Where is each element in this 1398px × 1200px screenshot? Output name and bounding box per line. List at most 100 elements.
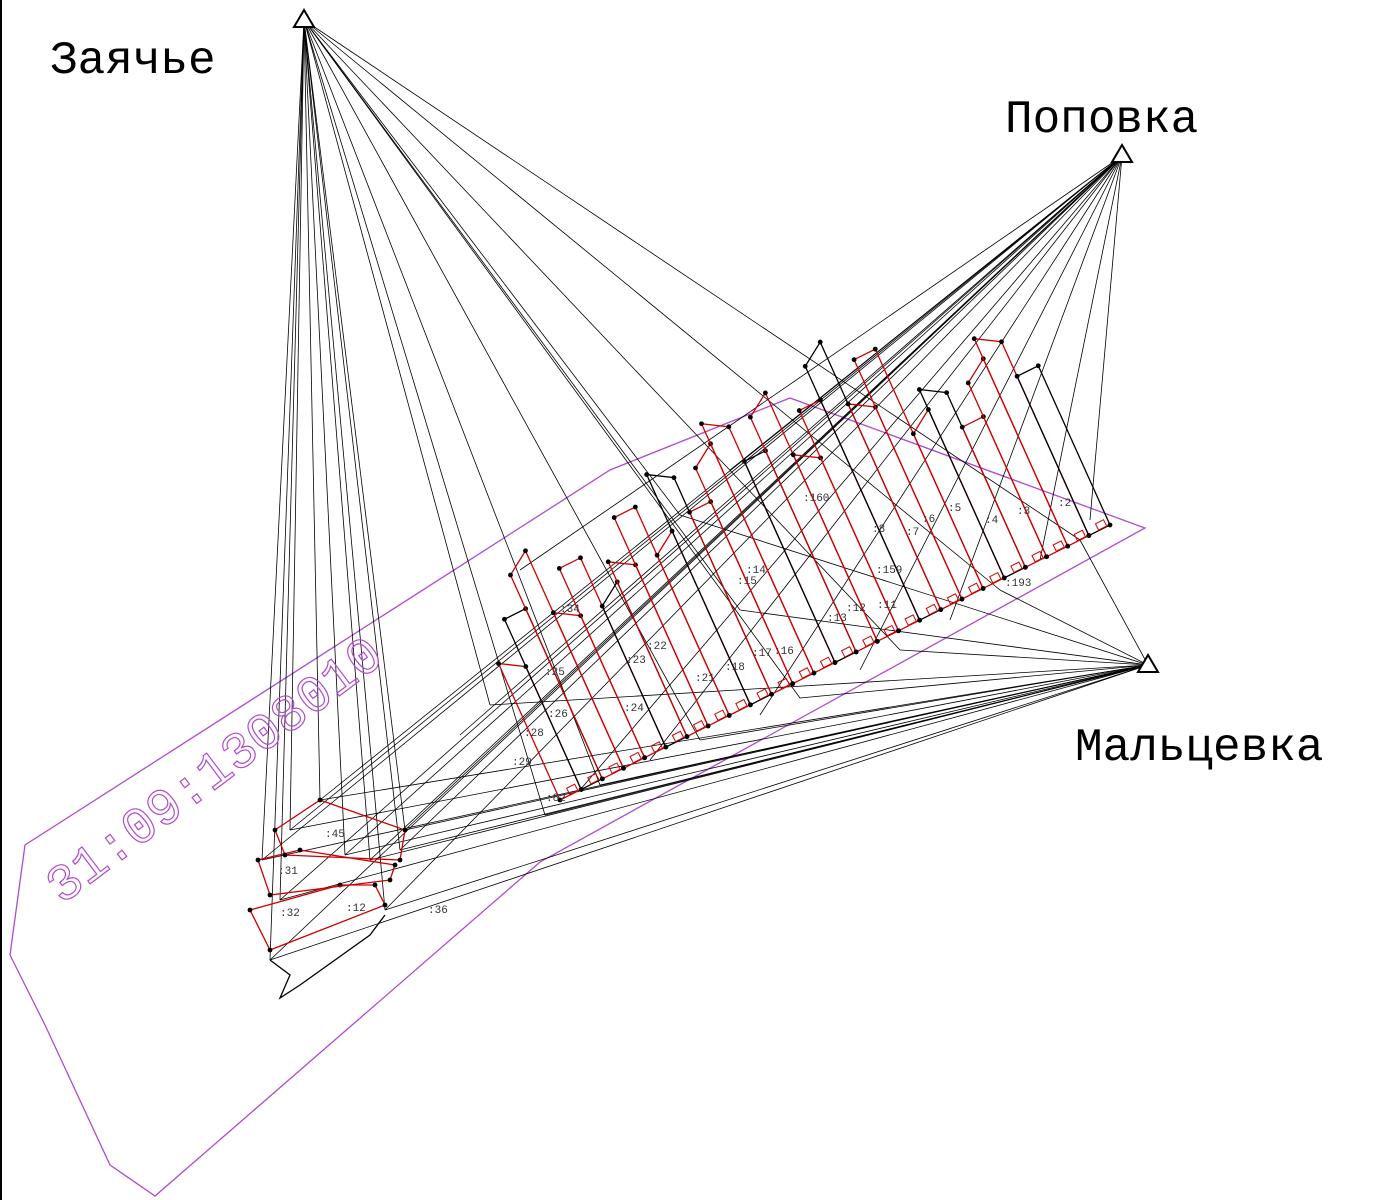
vertex xyxy=(523,548,528,553)
vertex xyxy=(508,573,513,578)
vertex xyxy=(403,828,408,833)
vertex xyxy=(600,604,605,609)
survey-map: Заячье Поповка Мальцевка 31:09:1308010 :… xyxy=(0,0,1398,1200)
vertex xyxy=(873,347,878,352)
vertex xyxy=(769,692,774,697)
vertex xyxy=(790,681,795,686)
parcel-label: :7 xyxy=(906,527,919,539)
vertex xyxy=(621,766,626,771)
vertex xyxy=(268,948,273,953)
vertex xyxy=(644,472,649,477)
parcel-label: :82 xyxy=(546,793,566,805)
station-label: Заячье xyxy=(50,35,216,87)
vertex xyxy=(685,734,690,739)
parcel-label: :11 xyxy=(877,600,897,612)
vertex xyxy=(1065,544,1070,549)
vertex xyxy=(791,452,796,457)
vertex xyxy=(1015,374,1020,379)
vertex xyxy=(606,559,611,564)
vertex xyxy=(388,878,393,883)
vertex xyxy=(875,639,880,644)
vertex xyxy=(1023,565,1028,570)
vertex xyxy=(852,357,857,362)
parcel-label: :32 xyxy=(280,908,300,920)
vertex xyxy=(551,610,556,615)
vertex xyxy=(999,339,1004,344)
vertex xyxy=(1044,554,1049,559)
parcel-label: :15 xyxy=(737,576,757,588)
vertex xyxy=(1036,363,1041,368)
vertex xyxy=(917,618,922,623)
vertex xyxy=(600,776,605,781)
vertex xyxy=(248,908,253,913)
parcel-label: :31 xyxy=(278,866,298,878)
parcel-label: :25 xyxy=(545,667,565,679)
vertex xyxy=(383,903,388,908)
parcel-label: :4 xyxy=(985,515,999,527)
vertex xyxy=(811,671,816,676)
vertex xyxy=(818,340,823,345)
parcel-label: :45 xyxy=(325,829,345,841)
vertex xyxy=(763,391,768,396)
vertex xyxy=(727,713,732,718)
vertex xyxy=(833,660,838,665)
vertex xyxy=(726,424,731,429)
vertex xyxy=(642,755,647,760)
vertex xyxy=(579,787,584,792)
vertex xyxy=(846,402,851,407)
vertex xyxy=(283,853,288,858)
parcel-label: :12 xyxy=(346,903,366,915)
vertex xyxy=(663,745,668,750)
vertex xyxy=(655,553,660,558)
vertex xyxy=(398,858,403,863)
vertex xyxy=(742,459,747,464)
vertex xyxy=(1086,533,1091,538)
vertex xyxy=(748,415,753,420)
vertex xyxy=(298,848,303,853)
parcel-label: :26 xyxy=(548,709,568,721)
parcel-label: :18 xyxy=(725,662,745,674)
parcel-label: :16 xyxy=(774,646,794,658)
vertex xyxy=(1108,523,1113,528)
vertex xyxy=(693,466,698,471)
vertex xyxy=(496,661,501,666)
parcel-label: :13 xyxy=(827,613,847,625)
vertex xyxy=(854,650,859,655)
vertex xyxy=(896,628,901,633)
parcel-label: :12 xyxy=(846,603,866,615)
vertex xyxy=(393,863,398,868)
vertex xyxy=(748,702,753,707)
parcel-label: :29 xyxy=(512,757,532,769)
parcel-label: :160 xyxy=(803,493,829,505)
vertex xyxy=(944,390,949,395)
parcel-label: :159 xyxy=(876,565,902,577)
parcel-label: :8 xyxy=(872,524,885,536)
vertex xyxy=(981,586,986,591)
parcel-label: :22 xyxy=(647,641,667,653)
vertex xyxy=(911,431,916,436)
parcel-label: :3 xyxy=(1017,506,1030,518)
parcel-label: :17 xyxy=(752,648,772,660)
station-label: Поповка xyxy=(1005,94,1198,146)
vertex xyxy=(268,893,273,898)
vertex xyxy=(672,475,677,480)
parcel-label: :6 xyxy=(922,514,935,526)
vertex xyxy=(960,597,965,602)
vertex xyxy=(706,724,711,729)
station-label: Мальцевка xyxy=(1075,722,1323,774)
vertex xyxy=(797,408,802,413)
parcel-label: :24 xyxy=(624,703,644,715)
vertex xyxy=(256,858,261,863)
vertex xyxy=(938,607,943,612)
vertex xyxy=(699,421,704,426)
vertex xyxy=(803,364,808,369)
vertex xyxy=(633,505,638,510)
parcel-label: :34 xyxy=(560,604,580,616)
vertex xyxy=(557,566,562,571)
vertex xyxy=(578,555,583,560)
vertex xyxy=(972,336,977,341)
parcel-label: :23 xyxy=(626,655,646,667)
vertex xyxy=(318,798,323,803)
background xyxy=(0,0,1398,1200)
vertex xyxy=(960,425,965,430)
